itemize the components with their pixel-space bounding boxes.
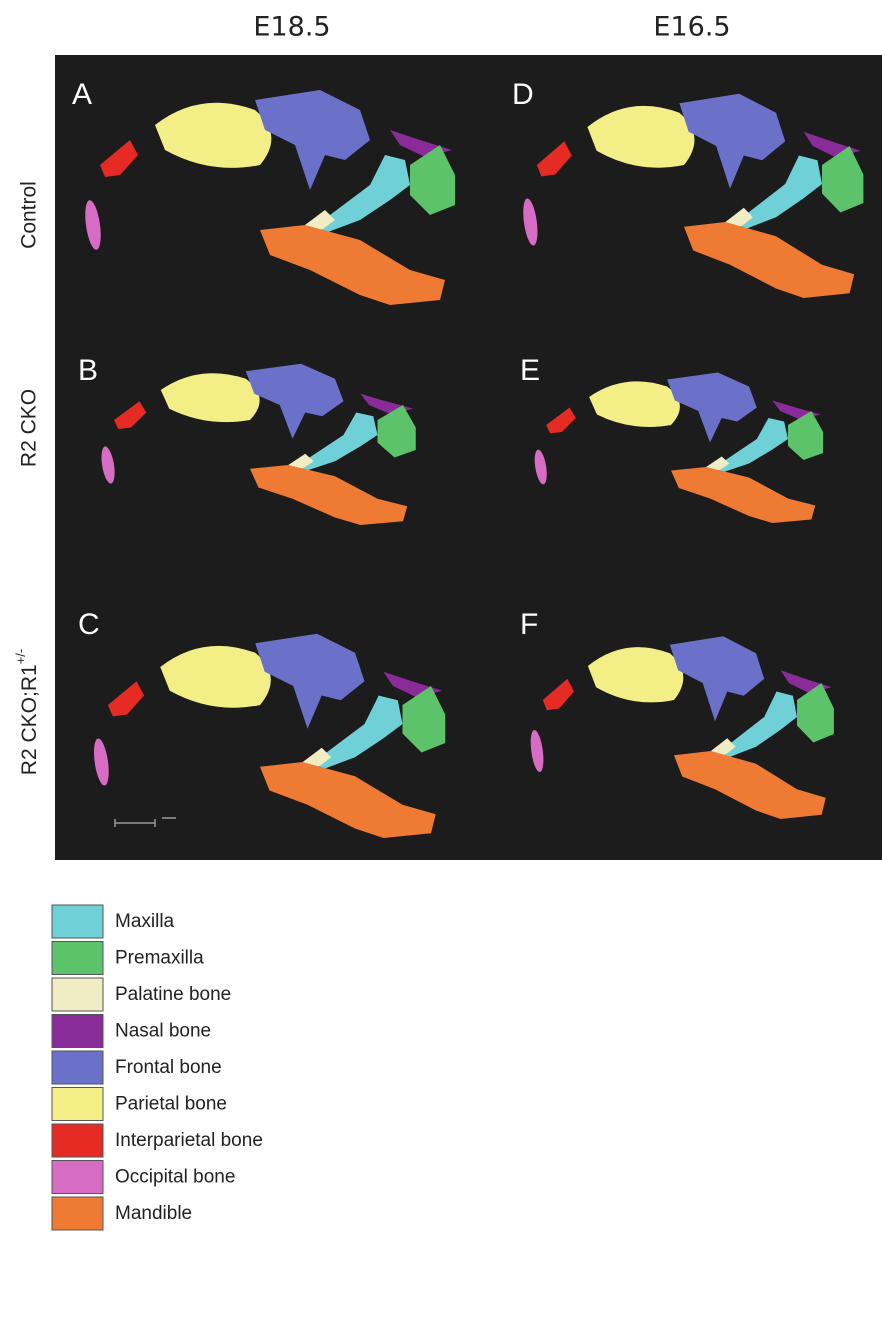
- legend: Maxilla Premaxilla Palatine bone Nasal bone…: [52, 905, 263, 1230]
- row-label-superscript: +/-: [13, 649, 28, 665]
- panel-letter: F: [520, 608, 538, 641]
- legend-swatch: [52, 1015, 103, 1048]
- figure: E18.5 E16.5 Control R2 CKO R2 CKO;R1+/- …: [0, 0, 882, 1323]
- legend-label: Nasal bone: [115, 1021, 211, 1042]
- panel-letter: B: [78, 354, 98, 387]
- legend-swatch: [52, 905, 103, 938]
- legend-swatch: [52, 1051, 103, 1084]
- legend-label: Premaxilla: [115, 948, 204, 969]
- legend-label: Interparietal bone: [115, 1130, 263, 1151]
- legend-swatch: [52, 1161, 103, 1194]
- row-label-text: R2 CKO;R1: [18, 664, 41, 775]
- row-label: Control: [18, 181, 41, 249]
- legend-swatch: [52, 1088, 103, 1121]
- panel-letter: E: [520, 354, 540, 387]
- legend-label: Mandible: [115, 1203, 192, 1224]
- column-header: E18.5: [253, 12, 330, 43]
- legend-swatch: [52, 1124, 103, 1157]
- legend-label: Frontal bone: [115, 1057, 222, 1078]
- legend-label: Occipital bone: [115, 1167, 235, 1188]
- row-label: R2 CKO: [18, 389, 41, 467]
- legend-label: Palatine bone: [115, 984, 231, 1005]
- column-header: E16.5: [653, 12, 730, 43]
- panel-letter: A: [72, 78, 92, 111]
- legend-swatch: [52, 978, 103, 1011]
- row-label: R2 CKO;R1+/-: [13, 649, 40, 775]
- legend-swatch: [52, 1197, 103, 1230]
- legend-label: Maxilla: [115, 911, 175, 932]
- legend-swatch: [52, 942, 103, 975]
- legend-label: Parietal bone: [115, 1094, 227, 1115]
- panel-letter: D: [512, 78, 534, 111]
- panel-letter: C: [78, 608, 100, 641]
